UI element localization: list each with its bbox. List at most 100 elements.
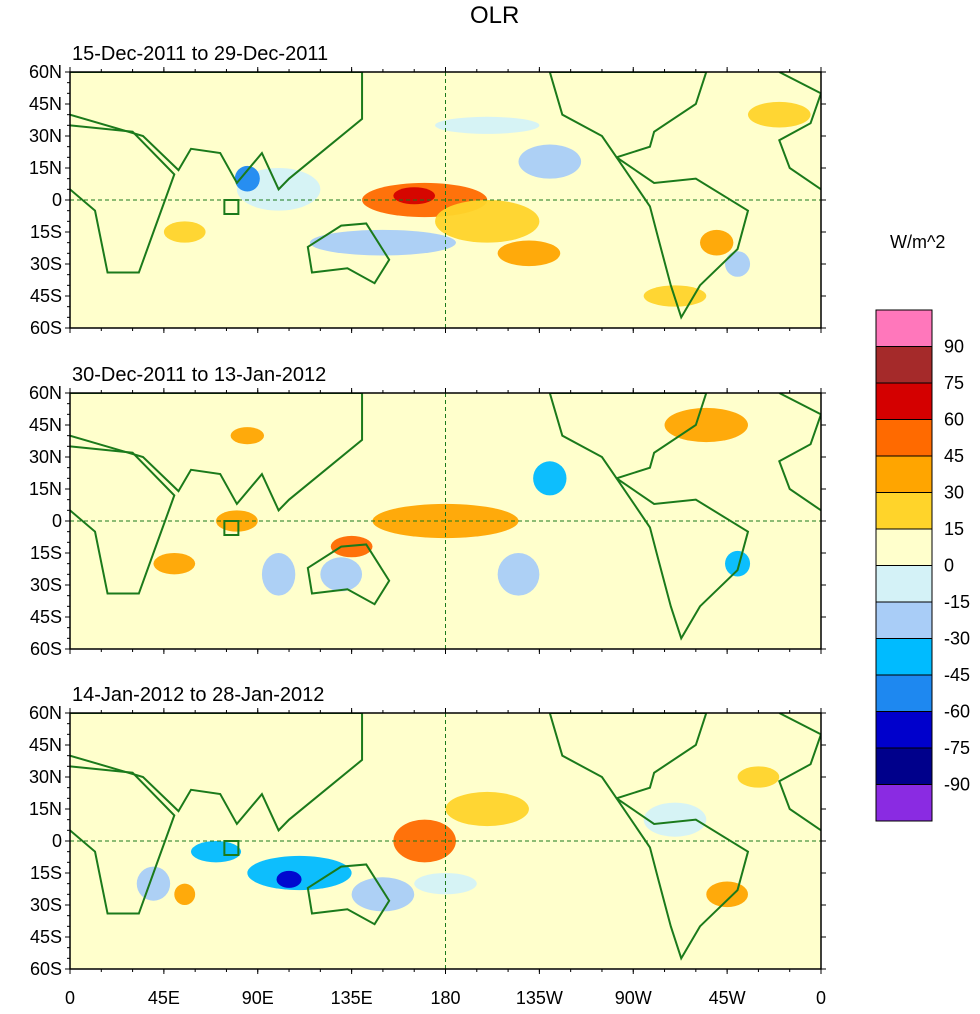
panel-3-anomaly-8 [643,802,707,837]
panel-3-coastline-2 [306,863,391,926]
colorbar-label-3: 45 [944,446,964,466]
panel-1-title: 15-Dec-2011 to 29-Dec-2011 [72,43,329,65]
panel-1-ylabel-8: 60S [30,318,62,338]
panel-1-anomaly-13 [725,251,751,277]
panel-2-coastline-4 [615,477,750,641]
panel-1-coastline-4 [615,156,750,320]
panel-1-ylabel-7: 45S [30,286,62,306]
panel-1-ylabel-3: 15N [29,158,62,178]
xlabel-5: 135W [516,988,563,1008]
colorbar-swatch-11 [875,711,933,749]
panel-3-anomaly-layer [70,713,821,961]
panel-1-ylabel-4: 0 [52,190,62,210]
colorbar-swatch-0 [875,309,933,347]
colorbar-swatch-2 [875,382,933,420]
colorbar-label-2: 60 [944,410,964,430]
colorbar-units: W/m^2 [890,232,946,252]
panel-2-ylabel-3: 15N [29,479,62,499]
xlabel-7: 45W [709,988,746,1008]
panel-3: 60N 45N 30N 15N 0 15S 30S 45S 60S [29,703,826,979]
colorbar-swatch-4 [875,455,933,493]
colorbar-label-8: -30 [944,629,970,649]
colorbar-label-4: 30 [944,483,964,503]
panel-1-anomaly-2 [435,200,540,243]
xlabel-0: 0 [65,988,75,1008]
panel-2: 60N 45N 30N 15N 0 15S 30S 45S 60S [29,383,826,659]
panel-1-anomaly-8 [700,229,734,256]
panel-1-ylabel-6: 30S [30,254,62,274]
panel-2-ylabel-1: 45N [29,415,62,435]
panel-2-anomaly-3 [320,557,363,592]
panel-3-coastline-5 [778,713,821,832]
panel-3-ylabel-0: 60N [29,703,62,723]
panel-2-anomaly-5 [261,553,296,596]
panel-2-anomaly-layer [70,393,821,641]
colorbar-swatch-13 [875,784,933,822]
panel-2-coastline-5 [778,393,821,512]
panel-3-anomaly-5 [351,877,415,912]
colorbar-label-12: -90 [944,775,970,795]
panel-1-ylabel-2: 30N [29,126,62,146]
colorbar-swatch-10 [875,674,933,712]
panel-3-coastline-4 [615,797,750,961]
panel-2-anomaly-4 [533,461,567,496]
panel-1-coastline-1 [70,72,364,192]
colorbar-swatch-7 [875,565,933,603]
panel-2-ylabel-8: 60S [30,639,62,659]
colorbar-swatch-9 [875,638,933,676]
panel-3-anomaly-10 [737,766,780,788]
panel-1-anomaly-layer [70,72,821,320]
xlabel-2: 90E [242,988,274,1008]
panel-2-anomaly-10 [230,427,265,445]
panel-1-coastline-3 [548,72,708,159]
panel-1-anomaly-7 [234,165,260,192]
panel-2-ylabel-7: 45S [30,607,62,627]
panel-3-anomaly-11 [174,883,196,905]
colorbar-label-7: -15 [944,592,970,612]
xlabel-1: 45E [148,988,180,1008]
panel-1-ylabel-0: 60N [29,62,62,82]
panel-2-ylabel-5: 15S [30,543,62,563]
panel-3-anomaly-1 [445,791,529,827]
panel-2-coastline-1 [70,393,364,513]
panel-2-ylabel-0: 60N [29,383,62,403]
panel-3-ylabel-6: 30S [30,895,62,915]
colorbar-label-5: 15 [944,519,964,539]
panel-1-ylabel-1: 45N [29,94,62,114]
panel-3-coastline-1 [70,713,364,833]
colorbar-label-0: 90 [944,337,964,357]
panel-3-anomaly-7 [706,881,748,908]
panel-3-ylabel-2: 30N [29,767,62,787]
panel-3-anomaly-4 [190,841,242,863]
colorbar-swatch-6 [875,528,933,566]
panel-3-coastline-3 [548,713,708,800]
colorbar-label-11: -75 [944,738,970,758]
panel-2-ylabel-2: 30N [29,447,62,467]
panel-3-ylabel-1: 45N [29,735,62,755]
colorbar-swatch-5 [875,492,933,530]
panel-2-anomaly-8 [153,553,196,575]
panel-1-anomaly-4 [518,144,582,179]
panel-3-coastline-0 [70,765,176,915]
panel-3-anomaly-3 [276,870,302,888]
panel-1-ylabel-5: 15S [30,222,62,242]
panel-2-anomaly-7 [664,407,748,443]
panel-3-ylabel-3: 15N [29,799,62,819]
panel-1-coastline-2 [306,222,391,285]
panel-1-anomaly-1 [393,187,436,205]
panel-3-anomaly-0 [393,819,456,863]
panel-1-anomaly-12 [435,116,540,134]
colorbar-label-9: -45 [944,665,970,685]
panel-3-ylabel-7: 45S [30,927,62,947]
colorbar-swatch-12 [875,747,933,785]
colorbar-swatch-1 [875,346,933,384]
chart-title: OLR [470,2,520,29]
panel-1-coastline-0 [70,124,176,274]
xlabel-4: 180 [430,988,460,1008]
panel-2-anomaly-6 [497,553,540,596]
colorbar-label-10: -60 [944,702,970,722]
xlabel-3: 135E [331,988,373,1008]
panel-1-anomaly-5 [309,229,456,256]
colorbar-swatch-3 [875,419,933,457]
colorbar-swatch-8 [875,601,933,639]
